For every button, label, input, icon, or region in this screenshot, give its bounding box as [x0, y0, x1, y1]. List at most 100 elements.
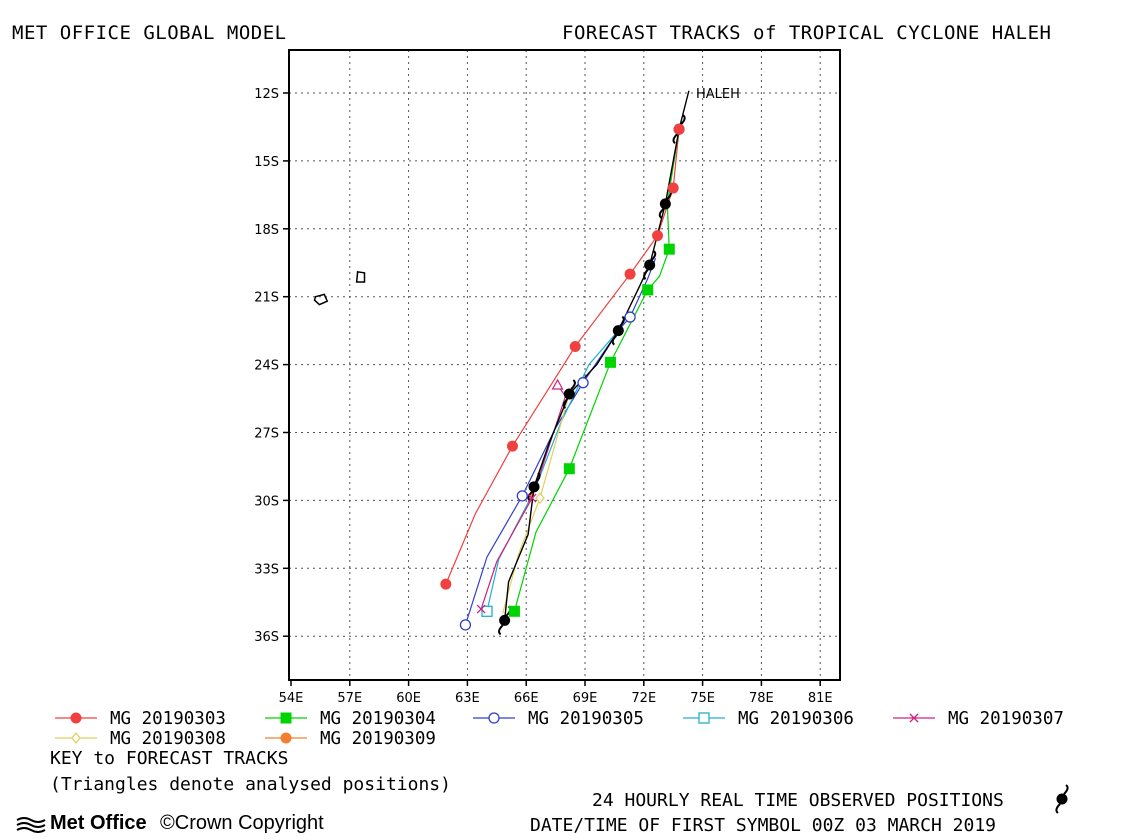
legend-label: MG 20190309 — [320, 729, 436, 749]
legend-marker — [70, 712, 82, 724]
legend-label: MG 20190308 — [110, 729, 226, 749]
y-tick-label: 18S — [254, 223, 279, 238]
x-tick-label: 66E — [514, 691, 539, 706]
series-marker — [604, 356, 616, 368]
series-marker-shape — [459, 619, 472, 631]
cyclone-symbol-arm-top — [680, 114, 686, 125]
legend-label: MG 20190307 — [948, 709, 1064, 729]
series-marker — [440, 578, 452, 590]
series-marker — [652, 230, 664, 242]
series-line — [513, 129, 680, 612]
series-marker — [569, 340, 581, 352]
island-layer — [313, 270, 366, 306]
series-marker-shape — [663, 243, 675, 255]
met-office-wave-icon — [16, 816, 46, 833]
cyclone-symbol-arm-top — [650, 250, 657, 261]
legend-marker-shape — [698, 712, 710, 724]
series-marker — [527, 493, 537, 503]
cyclone-symbol-arm-bottom — [643, 269, 649, 280]
legend-marker — [488, 712, 500, 724]
legend-marker-shape — [70, 712, 82, 724]
x-tick-label: 78E — [749, 691, 774, 706]
cyclone-symbol-arm-bottom — [658, 208, 665, 219]
key-title: KEY to FORECAST TRACKS — [50, 748, 289, 769]
legend-marker-shape — [280, 712, 292, 724]
legend-marker — [71, 731, 81, 745]
y-tick-label: 36S — [254, 630, 279, 645]
series-marker — [642, 284, 654, 296]
observed-positions-icon-arm-bottom — [1055, 803, 1061, 814]
met-office-logo-text: Met Office — [50, 812, 147, 834]
legend-marker-shape — [71, 731, 81, 745]
series-marker — [624, 268, 636, 280]
legend-marker-shape — [488, 712, 500, 724]
series-marker-shape — [506, 440, 518, 452]
series-marker-shape — [667, 182, 679, 194]
observed-positions-icon — [1055, 784, 1069, 814]
series-marker — [663, 243, 675, 255]
island-outline — [313, 293, 329, 306]
cyclone-symbol-core — [612, 325, 624, 337]
legend-marker-shape — [280, 732, 292, 744]
series-marker — [516, 490, 528, 502]
cyclone-symbol-arm-top — [570, 379, 576, 390]
series-marker-shape — [535, 492, 545, 505]
y-tick-label: 15S — [254, 155, 279, 170]
first-symbol-note: DATE/TIME OF FIRST SYMBOL 00Z 03 MARCH 2… — [530, 815, 996, 836]
legend-marker — [280, 712, 292, 724]
series-marker — [481, 605, 493, 617]
legend-label: MG 20190306 — [738, 709, 854, 729]
left-title: MET OFFICE GLOBAL MODEL — [12, 22, 287, 44]
series-marker — [476, 604, 486, 614]
series-marker-shape — [642, 284, 654, 296]
series-marker-shape — [563, 463, 575, 475]
series-marker — [535, 492, 545, 505]
cyclone-symbol-arm-bottom — [562, 398, 569, 409]
key-note: (Triangles denote analysed positions) — [50, 774, 451, 795]
cyclone-symbol-arm-top — [619, 315, 625, 327]
series-marker-shape — [440, 578, 452, 590]
x-tick-label: 57E — [337, 691, 362, 706]
x-tick-label: 54E — [279, 691, 304, 706]
x-tick-label: 60E — [396, 691, 421, 706]
axes-layer: 54E 57E 60E 63E 66E 69E 72E 75E 78E 81E 12S 15S 18S 2… — [254, 49, 841, 706]
observed-positions-icon-arm-top — [1063, 784, 1069, 795]
series-marker-shape — [577, 377, 589, 389]
series-marker — [459, 619, 472, 631]
y-tick-label: 27S — [254, 427, 279, 442]
observed-positions-icon-core — [1056, 793, 1068, 805]
cyclone-symbol-core — [499, 614, 511, 626]
y-tick-label: 30S — [254, 494, 279, 509]
legend-label: MG 20190305 — [528, 709, 644, 729]
cyclone-symbol-arm-bottom — [611, 334, 618, 346]
analysed-triangle — [551, 378, 564, 390]
x-tick-label: 63E — [455, 691, 480, 706]
series-line — [486, 330, 619, 612]
legend-marker — [280, 732, 292, 744]
series-marker-shape — [476, 604, 486, 614]
series-marker — [673, 123, 685, 135]
series-marker — [506, 440, 518, 452]
series-marker-shape — [516, 490, 528, 502]
observed-icon-layer — [1055, 784, 1069, 814]
series-marker — [624, 311, 636, 323]
observed-note: 24 HOURLY REAL TIME OBSERVED POSITIONS — [592, 790, 1004, 811]
series-marker-shape — [481, 605, 493, 617]
legend-label: MG 20190303 — [110, 709, 226, 729]
cyclone-symbol — [527, 472, 541, 502]
series-marker-shape — [527, 493, 537, 503]
storm-label: HALEH — [696, 87, 740, 102]
cyclone-symbol-core — [644, 259, 656, 271]
y-tick-label: 12S — [254, 87, 279, 102]
x-tick-label: 75E — [690, 691, 715, 706]
series-marker — [667, 182, 679, 194]
y-tick-label: 24S — [254, 359, 279, 374]
series-marker — [508, 605, 520, 617]
crown-copyright: ©Crown Copyright — [160, 812, 324, 835]
cyclone-symbol-core — [528, 481, 540, 493]
series-marker-shape — [508, 605, 520, 617]
grid-layer — [289, 50, 840, 680]
legend-marker — [909, 713, 919, 723]
series-marker-shape — [673, 123, 685, 135]
